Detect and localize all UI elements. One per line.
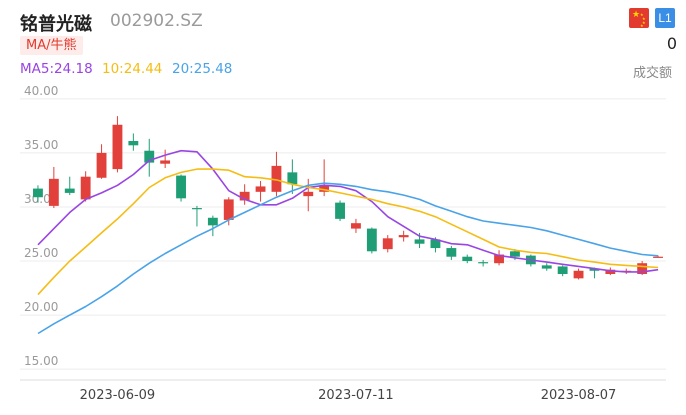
- ma20-line: [37, 182, 659, 335]
- candle-body: [303, 191, 314, 197]
- candle-body: [430, 239, 441, 249]
- candle-body: [271, 165, 282, 192]
- candle-body: [112, 124, 123, 170]
- candle-body: [605, 269, 616, 275]
- x-tick-label: 2023-08-07: [541, 388, 617, 403]
- candle-body: [335, 202, 345, 219]
- y-tick-label: 20.00: [24, 300, 58, 314]
- candle-body: [96, 152, 107, 178]
- candle-body: [494, 254, 504, 264]
- volume-value: 0: [666, 34, 677, 53]
- candle-body: [398, 235, 409, 238]
- candle-body: [414, 239, 425, 244]
- candle-body: [176, 175, 186, 199]
- candle-body: [48, 178, 59, 206]
- ma5-legend: MA5:24.18: [20, 61, 93, 77]
- y-tick-label: 35.00: [24, 138, 58, 152]
- candle-body: [33, 188, 43, 198]
- candle-body: [541, 265, 552, 269]
- candle-body: [192, 208, 202, 210]
- level-badge[interactable]: L1: [655, 8, 675, 28]
- candle-body: [382, 238, 393, 250]
- candle-body: [573, 270, 584, 279]
- ma10-line: [37, 168, 659, 296]
- candle-body: [80, 176, 91, 200]
- candle-body: [351, 223, 361, 229]
- volume-label: 成交额: [632, 66, 672, 81]
- candle-body: [510, 251, 520, 257]
- candle-body: [64, 188, 75, 193]
- candle-body: [446, 248, 457, 257]
- candle-body: [128, 140, 139, 146]
- x-tick-label: 2023-07-11: [318, 388, 394, 403]
- candle-body: [637, 263, 648, 275]
- candle-body: [207, 217, 218, 226]
- y-tick-label: 15.00: [24, 354, 58, 368]
- ma20-legend: 20:25.48: [172, 61, 233, 77]
- indicator-toggle-button[interactable]: MA/牛熊: [20, 36, 83, 55]
- candle-body: [319, 185, 330, 192]
- y-tick-label: 25.00: [24, 246, 58, 260]
- candle-body: [557, 266, 568, 275]
- candle-body: [287, 172, 298, 185]
- candle-body: [478, 262, 489, 264]
- candle-body: [366, 228, 377, 252]
- candle-body: [160, 160, 171, 164]
- china-flag-icon: ★ ★ ★ ★ ★: [629, 8, 649, 28]
- ma5-line: [37, 149, 659, 273]
- ma10-legend: 10:24.44: [102, 61, 163, 77]
- candle-body: [239, 191, 250, 201]
- candle-body: [462, 256, 473, 262]
- stock-code: 002902.SZ: [110, 11, 203, 31]
- candle-body: [589, 268, 600, 271]
- y-tick-label: 40.00: [24, 84, 58, 98]
- candle-body: [144, 150, 155, 163]
- candle-body: [223, 199, 234, 220]
- stock-name: 铭普光磁: [20, 14, 92, 35]
- candle-body: [653, 256, 663, 258]
- candle-body: [255, 186, 266, 192]
- x-tick-label: 2023-06-09: [80, 388, 156, 403]
